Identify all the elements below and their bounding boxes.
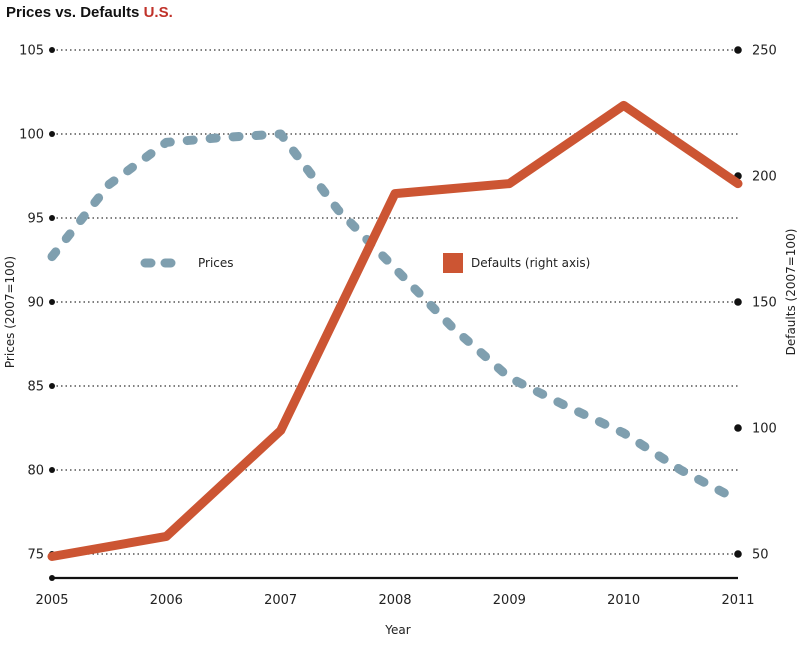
gridlines: [52, 49, 738, 555]
x-tick-label: 2008: [378, 593, 411, 608]
x-axis-title: Year: [384, 623, 410, 637]
legend-defaults-marker: [443, 253, 463, 273]
right-tick-dot: [734, 46, 742, 54]
prices-line: [47, 129, 743, 505]
right-tick-dot: [734, 550, 742, 558]
baseline-dot: [49, 575, 55, 581]
right-tick-label: 150: [752, 296, 777, 311]
x-tick-label: 2009: [493, 593, 526, 608]
left-tick-label: 105: [19, 44, 44, 59]
x-tick-label: 2011: [721, 593, 754, 608]
left-tick-label: 95: [27, 212, 44, 227]
chart-title: Prices vs. Defaults U.S.: [6, 4, 173, 21]
right-tick-label: 200: [752, 170, 777, 185]
x-axis-baseline: [49, 575, 738, 581]
x-tick-label: 2006: [150, 593, 183, 608]
left-tick-dot: [49, 299, 55, 305]
left-tick-dot: [49, 131, 55, 137]
right-y-axis: 50 100 150 200 250: [734, 44, 777, 563]
chart-title-suffix: U.S.: [143, 4, 173, 21]
x-tick-label: 2005: [35, 593, 68, 608]
right-tick-label: 50: [752, 548, 769, 563]
left-tick-dot: [49, 383, 55, 389]
right-tick-label: 250: [752, 44, 777, 59]
x-tick-label: 2007: [264, 593, 297, 608]
left-tick-label: 80: [27, 464, 44, 479]
left-tick-label: 75: [27, 548, 44, 563]
right-axis-title: Defaults (2007=100): [784, 229, 798, 356]
left-tick-dot: [49, 47, 55, 53]
legend-defaults-label: Defaults (right axis): [471, 256, 590, 270]
left-tick-label: 85: [27, 380, 44, 395]
right-tick-dot: [734, 298, 742, 306]
left-tick-label: 100: [19, 128, 44, 143]
x-axis: 2005 2006 2007 2008 2009 2010 2011: [35, 593, 754, 608]
left-tick-label: 90: [27, 296, 44, 311]
legend-prices-label: Prices: [198, 256, 234, 270]
right-tick-label: 100: [752, 422, 777, 437]
right-tick-dot: [734, 424, 742, 432]
legend: Prices Defaults (right axis): [140, 253, 590, 273]
left-axis-title: Prices (2007=100): [3, 256, 17, 368]
left-tick-dot: [49, 215, 55, 221]
left-tick-dot: [49, 467, 55, 473]
left-y-axis: 75 80 85 90 95 100 105: [19, 44, 55, 563]
x-tick-label: 2010: [607, 593, 640, 608]
chart-title-main: Prices vs. Defaults: [6, 4, 140, 21]
defaults-line: [47, 100, 743, 561]
series-layer: [47, 100, 743, 561]
